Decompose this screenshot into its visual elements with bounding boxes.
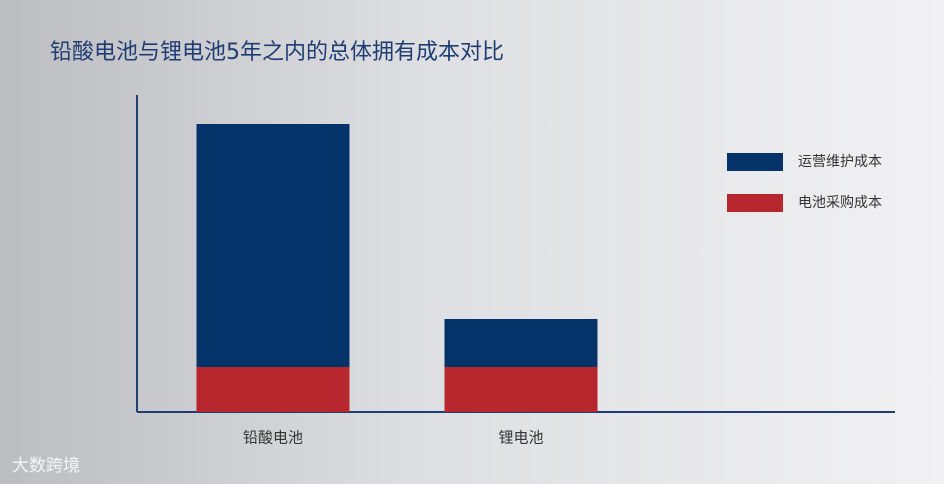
bar-segment <box>444 367 598 412</box>
legend-swatch <box>727 153 783 171</box>
legend-swatch <box>727 194 783 212</box>
chart-title: 铅酸电池与锂电池5年之内的总体拥有成本对比 <box>50 40 504 65</box>
watermark: 大数跨境 <box>12 456 80 476</box>
legend-label: 电池采购成本 <box>798 195 882 211</box>
x-tick-label: 铅酸电池 <box>243 429 303 447</box>
legend-label: 运营维护成本 <box>798 154 882 170</box>
bar-segment <box>196 124 350 367</box>
bar-segment <box>196 367 350 412</box>
x-tick-label: 锂电池 <box>498 429 543 447</box>
bar-segment <box>444 319 598 367</box>
